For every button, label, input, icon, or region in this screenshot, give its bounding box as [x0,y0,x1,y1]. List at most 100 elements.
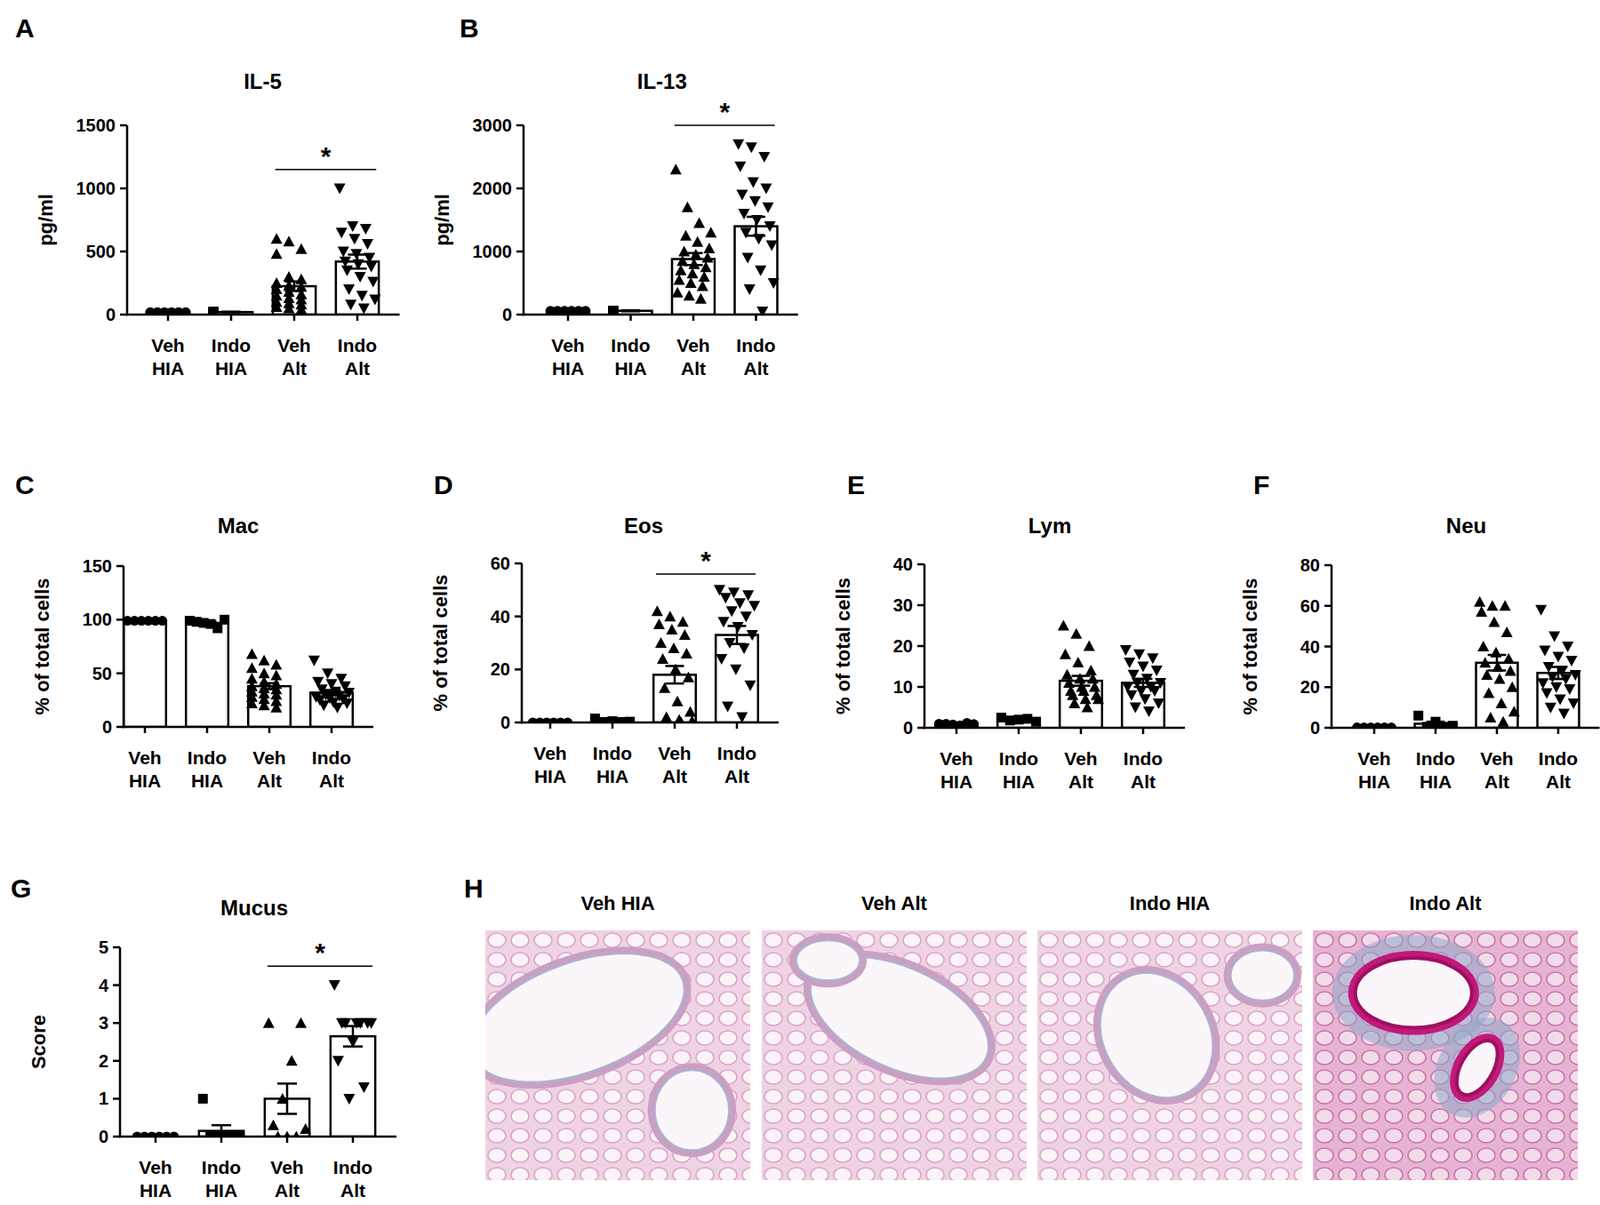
airway-lumen [796,940,861,981]
error-cap [1549,665,1568,669]
category-label: IndoHIA [1416,748,1456,792]
category-label-line: Indo [201,1157,241,1178]
point [1508,705,1520,717]
point [258,655,271,666]
airway-wall [1068,943,1245,1128]
point [1550,682,1562,694]
point [608,305,618,315]
error-cap [1009,720,1029,724]
point [670,163,682,175]
error-line [1496,655,1499,671]
airway-lumen [1231,950,1296,1000]
error-cap [1488,654,1507,657]
category-label: IndoAlt [333,1157,373,1201]
error-cap [1134,686,1153,689]
x-axis [122,726,374,729]
error-cap [198,620,217,624]
histology-image [1037,930,1303,1181]
category-tick [286,1136,289,1144]
point [1558,708,1570,720]
point [346,221,359,232]
point [361,239,374,250]
error-cap [1072,684,1091,688]
point [689,248,702,260]
error-line [1142,679,1145,688]
significance-label: * [314,937,326,968]
bar [1476,663,1519,728]
error-cap [343,1024,363,1028]
airway-lumen [1355,958,1472,1029]
category-tick [1017,728,1021,735]
axis-label: % of total cells [31,577,54,715]
point [246,697,258,709]
airway-lumen [792,932,1008,1104]
error-bar [136,620,155,623]
category-label-line: Veh [1064,748,1097,769]
category-label-line: Alt [340,1180,366,1201]
category-label-line: Veh [676,335,710,356]
histology-image [485,930,751,1181]
figure: ABCDEFGHIL-5pg/ml050010001500VehHIAIndoH… [0,0,1600,1205]
point [653,618,665,630]
point [748,600,760,612]
category-tick [352,1136,355,1144]
point [745,142,758,153]
point [321,668,334,680]
error-bar [1426,721,1446,727]
point [687,267,699,279]
error-cap [621,309,640,312]
point [703,242,715,254]
tick-label: 1 [98,1088,109,1109]
tick-label: 5 [98,937,109,958]
tick-label: 1000 [76,178,117,199]
point [740,611,752,623]
inflammation [1416,1002,1538,1134]
point [1137,662,1150,673]
point [608,305,618,315]
point [1088,681,1101,693]
category-label-line: HIA [940,771,973,792]
category-label: VehAlt [657,743,691,787]
airway-wall [789,933,868,988]
category-label-line: Alt [274,1180,300,1201]
category-label-line: HIA [1419,771,1452,792]
category-tick [1142,728,1145,735]
airway-lumen [1448,1033,1506,1102]
y-axis [520,563,524,724]
tick-label: 60 [490,553,511,574]
point [1566,656,1578,667]
panel-label: D [433,470,454,500]
error-line [736,625,739,644]
tick-label: 50 [92,664,112,684]
error-bar [1009,718,1029,723]
point [1479,656,1491,668]
y-axis [522,125,526,316]
category-label-line: Indo [1123,748,1163,769]
panel-label: B [459,13,480,43]
error-line [673,665,677,684]
point [1146,653,1159,664]
y-axis [122,566,126,728]
point [651,605,664,616]
point [734,161,746,173]
point [673,273,686,285]
panel-label: F [1253,470,1270,500]
point [1541,688,1553,700]
tick-label: 0 [502,304,512,325]
point [674,264,687,276]
point [608,305,618,315]
point [1083,640,1096,652]
category-label-line: Veh [533,743,567,764]
error-bar [221,311,240,313]
point [756,306,768,315]
point [665,624,678,635]
tick-label: 2 [98,1051,109,1072]
point [1552,651,1565,663]
error-bar [683,253,703,265]
category-label: IndoAlt [1123,748,1163,792]
category-label: IndoHIA [211,335,251,379]
point [208,307,219,315]
error-line [352,1026,355,1048]
axis-label: % of total cells [429,574,452,712]
category-label-line: Veh [138,1157,172,1178]
